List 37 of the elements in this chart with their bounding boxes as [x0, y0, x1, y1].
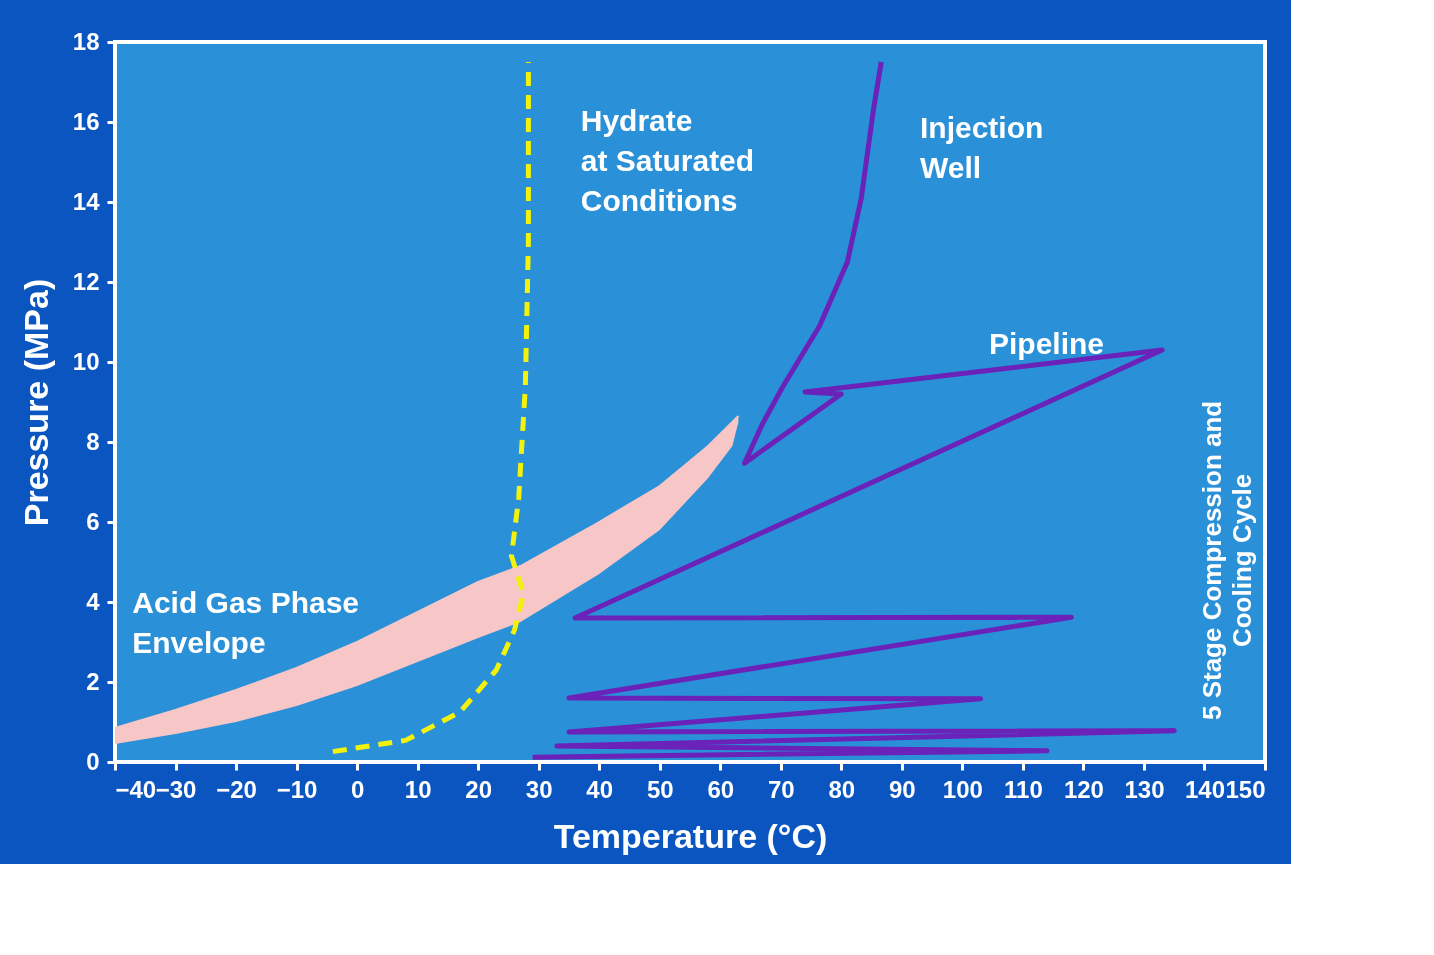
annotation: Injection Well [920, 111, 1044, 184]
annotation: Pipeline [989, 327, 1105, 360]
y-tick-label: 10 [72, 347, 100, 375]
y-tick-label: 2 [86, 667, 100, 695]
x-tick-label: 140 [1184, 775, 1225, 803]
y-tick-label: 18 [72, 27, 100, 55]
y-axis-title: Pressure (MPa) [16, 278, 55, 527]
y-tick-label: 6 [86, 507, 100, 535]
x-tick-label: 40 [586, 775, 614, 803]
y-tick-label: 14 [72, 187, 101, 215]
x-tick-label: −20 [216, 775, 257, 803]
x-tick-label: 10 [404, 775, 432, 803]
x-tick-label: 60 [707, 775, 735, 803]
x-tick-label: 70 [767, 775, 795, 803]
y-tick-label: 16 [72, 107, 100, 135]
x-tick-label: 80 [828, 775, 856, 803]
x-tick-label: 100 [942, 775, 983, 803]
y-tick-label: 8 [86, 427, 100, 455]
x-tick-label: −40 [115, 775, 157, 803]
x-tick-label: 130 [1124, 775, 1165, 803]
x-axis-title: Temperature (°C) [553, 816, 828, 855]
x-tick-label: 150 [1225, 775, 1266, 803]
x-tick-label: −10 [276, 775, 318, 803]
x-tick-label: 30 [525, 775, 553, 803]
x-tick-label: 0 [350, 775, 365, 803]
annotation: Hydrate at Saturated Conditions [580, 103, 755, 217]
y-tick-label: 0 [86, 747, 100, 775]
annotation: 5 Stage Compression and Cooling Cycle [1197, 400, 1258, 721]
x-tick-label: 120 [1063, 775, 1104, 803]
x-tick-label: 20 [465, 775, 493, 803]
x-tick-label: 90 [888, 775, 916, 803]
x-tick-label: 110 [1004, 775, 1043, 803]
x-tick-label: −30 [155, 775, 197, 803]
x-tick-label: 50 [646, 775, 674, 803]
annotation: Acid Gas Phase Envelope [132, 586, 360, 660]
y-tick-label: 12 [72, 267, 100, 295]
y-tick-label: 4 [86, 587, 101, 615]
